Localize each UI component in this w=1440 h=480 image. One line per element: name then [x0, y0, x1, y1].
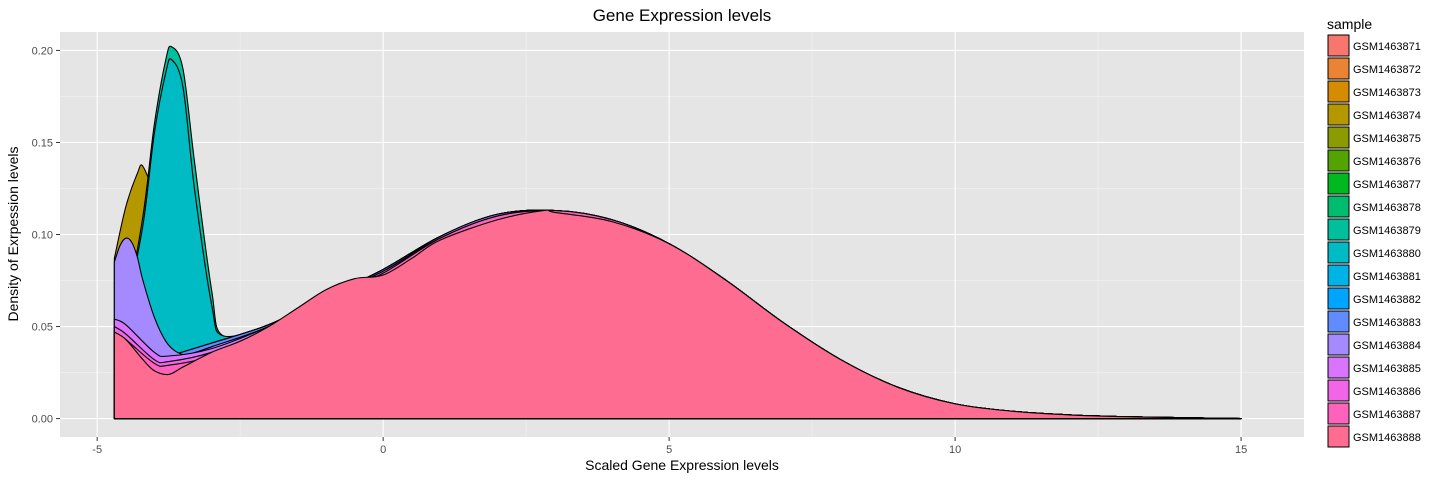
y-tick-label: 0.15: [32, 137, 53, 149]
legend-key-GSM1463871: [1327, 34, 1350, 57]
x-tick-label: 5: [666, 444, 672, 456]
legend-title: sample: [1327, 16, 1372, 32]
density-areas: [113, 45, 1242, 420]
legend-label: GSM1463883: [1353, 317, 1421, 329]
legend-label: GSM1463882: [1353, 294, 1421, 306]
legend-key-GSM1463888: [1327, 425, 1350, 448]
y-tick-label: 0.00: [32, 414, 53, 426]
legend-label: GSM1463879: [1353, 225, 1421, 237]
legend-key-GSM1463876: [1327, 149, 1350, 172]
x-tick-label: 10: [949, 444, 961, 456]
legend-key-GSM1463884: [1327, 333, 1350, 356]
legend-key-GSM1463883: [1327, 310, 1350, 333]
legend-key-GSM1463882: [1327, 287, 1350, 310]
legend: sample GSM1463871 GSM1463872 GSM1463873 GSM…: [1327, 16, 1421, 448]
y-axis: 0.00 0.05 0.10 0.15 0.20: [32, 45, 60, 426]
legend-key-GSM1463886: [1327, 379, 1350, 402]
legend-label: GSM1463884: [1353, 340, 1421, 352]
legend-key-GSM1463878: [1327, 195, 1350, 218]
legend-label: GSM1463871: [1353, 41, 1421, 53]
legend-key-GSM1463885: [1327, 356, 1350, 379]
y-axis-title: Density of Exrpession levels: [5, 146, 21, 321]
legend-key-GSM1463877: [1327, 172, 1350, 195]
legend-label: GSM1463880: [1353, 248, 1421, 260]
legend-label: GSM1463875: [1353, 133, 1421, 145]
legend-label: GSM1463872: [1353, 64, 1421, 76]
legend-key-GSM1463881: [1327, 264, 1350, 287]
x-axis: -5 0 5 10 15: [92, 437, 1247, 456]
chart-title: Gene Expression levels: [593, 6, 772, 25]
legend-key-GSM1463887: [1327, 402, 1350, 425]
density-area-GSM1463888: [113, 209, 1242, 420]
legend-key-GSM1463879: [1327, 218, 1350, 241]
y-tick-label: 0.10: [32, 230, 53, 242]
x-tick-label: 0: [380, 444, 386, 456]
legend-key-GSM1463875: [1327, 126, 1350, 149]
legend-label: GSM1463878: [1353, 202, 1421, 214]
legend-label: GSM1463881: [1353, 271, 1421, 283]
legend-label: GSM1463886: [1353, 386, 1421, 398]
y-tick-label: 0.20: [32, 45, 53, 57]
legend-label: GSM1463885: [1353, 363, 1421, 375]
legend-key-GSM1463873: [1327, 80, 1350, 103]
legend-label: GSM1463876: [1353, 156, 1421, 168]
legend-key-GSM1463872: [1327, 57, 1350, 80]
x-axis-title: Scaled Gene Expression levels: [585, 457, 779, 473]
legend-key-GSM1463880: [1327, 241, 1350, 264]
x-tick-label: 15: [1235, 444, 1247, 456]
legend-label: GSM1463874: [1353, 110, 1421, 122]
legend-label: GSM1463877: [1353, 179, 1421, 191]
legend-label: GSM1463873: [1353, 87, 1421, 99]
legend-label: GSM1463887: [1353, 409, 1421, 421]
y-tick-label: 0.05: [32, 322, 53, 334]
legend-label: GSM1463888: [1353, 432, 1421, 444]
legend-key-GSM1463874: [1327, 103, 1350, 126]
x-tick-label: -5: [92, 444, 102, 456]
